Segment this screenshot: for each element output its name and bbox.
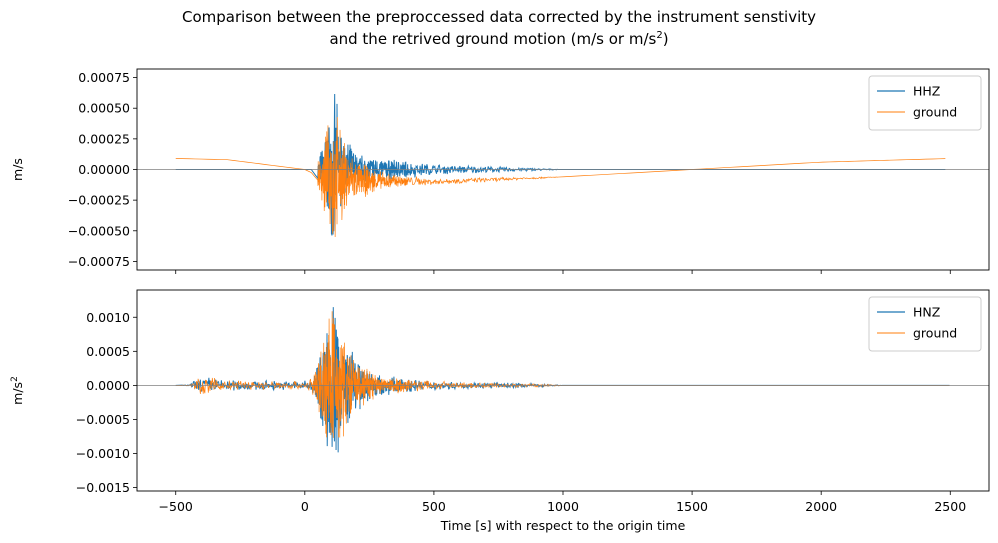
legend: HHZ ground — [868, 75, 982, 131]
x-tick-label: 2000 — [805, 499, 837, 514]
x-tick-label: 0 — [301, 499, 309, 514]
y-axis-label: m/s — [10, 158, 25, 181]
title-line-2-text: and the retrived ground motion (m/s or m… — [329, 30, 657, 48]
y-axis-label-base: m/s — [10, 382, 25, 405]
x-tick-label: 500 — [422, 499, 446, 514]
y-axis-label-superscript: 2 — [10, 376, 20, 382]
x-tick-label: −500 — [159, 499, 193, 514]
plot-area — [137, 93, 989, 238]
y-tick-label: −0.00075 — [68, 254, 130, 269]
legend-frame — [868, 296, 982, 352]
legend-frame — [868, 75, 982, 131]
y-tick-label: 0.00050 — [78, 101, 130, 116]
series-line-ground — [175, 311, 950, 438]
y-tick-label: 0.00025 — [78, 131, 130, 146]
y-tick-label: 0.0000 — [86, 378, 130, 393]
y-tick-label: 0.0010 — [86, 310, 130, 325]
y-tick-label: 0.00075 — [78, 70, 130, 85]
plot-area — [137, 307, 989, 453]
series-hhz — [175, 93, 946, 236]
axes-frame — [136, 289, 990, 492]
series-line-hhz — [175, 93, 946, 236]
legend-label-ground: ground — [913, 326, 957, 341]
y-tick-label: −0.0005 — [76, 412, 130, 427]
title-line-2-close: ) — [662, 30, 669, 48]
figure-title-line-2: and the retrived ground motion (m/s or m… — [0, 30, 998, 48]
series-ground — [175, 311, 950, 438]
x-tick-label: 2500 — [934, 499, 966, 514]
legend-label-hnz: HNZ — [913, 305, 940, 320]
figure-title-line-1: Comparison between the preproccessed dat… — [182, 8, 816, 26]
chart-panel-1: −0.00075 −0.00050 −0.00025 0.00000 0.00025 0.… — [10, 68, 990, 274]
chart-panel-2: −0.0015 −0.0010 −0.0005 0.0000 0.0005 0.0010 −… — [10, 289, 990, 533]
y-tick-label: −0.00025 — [68, 193, 130, 208]
y-tick-label: 0.00000 — [78, 162, 130, 177]
legend-label-ground: ground — [913, 105, 957, 120]
y-tick-label: 0.0005 — [86, 344, 130, 359]
y-tick-label: −0.0015 — [76, 480, 130, 495]
y-axis-label: m/s2 — [10, 376, 25, 405]
y-tick-label: −0.0010 — [76, 446, 130, 461]
y-tick-label: −0.00050 — [68, 223, 130, 238]
x-tick-label: 1000 — [547, 499, 579, 514]
legend: HNZ ground — [868, 296, 982, 352]
x-axis-label: Time [s] with respect to the origin time — [440, 518, 686, 533]
series-line-ground — [175, 117, 946, 238]
series-hnz — [175, 307, 950, 453]
x-tick-label: 1500 — [676, 499, 708, 514]
series-line-hnz — [175, 307, 950, 453]
series-ground — [175, 117, 946, 238]
title-line-2-superscript: 2 — [656, 30, 663, 41]
axes-frame — [136, 68, 990, 271]
legend-label-hhz: HHZ — [913, 84, 940, 99]
